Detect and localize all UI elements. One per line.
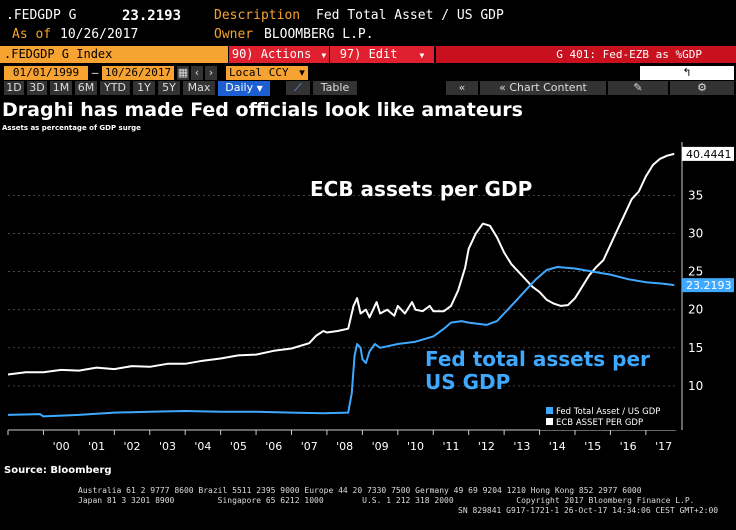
ticker[interactable]: .FEDGDP G xyxy=(6,8,77,23)
line-chart-icon[interactable]: ⟋ xyxy=(286,81,310,95)
period-label: Daily xyxy=(225,81,254,94)
chevron-down-icon[interactable]: ▾ xyxy=(296,66,308,80)
chart-content-label: Chart Content xyxy=(509,81,587,94)
edit-label: 97) Edit xyxy=(339,47,398,61)
footer-line-3: SN 829841 G917-1721-1 26-Oct-17 14:34:06… xyxy=(458,506,719,515)
security-header: .FEDGDP G 23.2193 Description Fed Total … xyxy=(0,0,736,46)
chevron-down-icon: ▼ xyxy=(419,51,425,60)
chevron-right-icon[interactable]: › xyxy=(205,66,217,80)
chevron-down-icon: ▼ xyxy=(321,51,327,60)
range-6m[interactable]: 6M xyxy=(75,81,97,95)
period-select[interactable]: Daily ▼ xyxy=(218,81,270,96)
range-bar: 1D 3D 1M 6M YTD 1Y 5Y Max Daily ▼ ⟋ Tabl… xyxy=(0,81,736,96)
edit-button[interactable]: 97) Edit ▼ xyxy=(330,46,434,63)
range-5y[interactable]: 5Y xyxy=(158,81,180,95)
security-value: 23.2193 xyxy=(122,8,182,24)
chart-content-button[interactable]: « Chart Content xyxy=(480,81,606,95)
fed-annotation-line-1: Fed total assets per xyxy=(425,347,650,371)
legend-swatch-ecb xyxy=(546,418,553,425)
range-3d[interactable]: 3D xyxy=(27,81,47,95)
ecb-last-value-tag xyxy=(682,146,734,161)
source: Source: Bloomberg xyxy=(4,465,112,476)
x-tick-label: '17 xyxy=(655,440,672,453)
range-ytd[interactable]: YTD xyxy=(100,81,130,95)
actions-button[interactable]: 90) Actions ▼ xyxy=(229,46,329,63)
x-tick-label: '05 xyxy=(230,440,247,453)
y-tick-label: 35 xyxy=(688,188,703,202)
x-tick-label: '10 xyxy=(407,440,424,453)
legend-box xyxy=(540,402,680,430)
x-axis: '00 '01 '02 '03 '04 '05 '06 '07 '08 '09 '10 '11 '12 '… xyxy=(7,429,676,453)
fed-last-value-tag xyxy=(682,278,734,293)
x-tick-label: '12 xyxy=(478,440,495,453)
y-tick-label: 20 xyxy=(688,303,703,317)
footer-line-2: Japan 81 3 3201 8900 Singapore 65 6212 1… xyxy=(78,496,695,505)
back-arrow-icon[interactable]: ↰ xyxy=(640,66,734,80)
subheadline: Assets as percentage of GDP surge xyxy=(2,124,141,132)
x-tick-label: '02 xyxy=(124,440,141,453)
footer-line-1: Australia 61 2 9777 8600 Brazil 5511 239… xyxy=(78,486,642,495)
actions-label: 90) Actions xyxy=(231,47,312,61)
x-tick-label: '13 xyxy=(513,440,530,453)
description: Fed Total Asset / US GDP xyxy=(316,8,504,23)
chart-lines xyxy=(7,152,675,418)
legend-label-ecb: ECB ASSET PER GDP xyxy=(556,418,643,428)
x-tick-label: '15 xyxy=(584,440,601,453)
chart-name-bar[interactable]: G 401: Fed-EZB as %GDP xyxy=(436,46,736,63)
pencil-icon[interactable]: ✎ xyxy=(608,81,668,95)
y-tick-label: 25 xyxy=(688,265,703,279)
y-tick-label: 15 xyxy=(688,341,703,355)
ecb-series-line xyxy=(7,152,675,376)
headline: Draghi has made Fed officials look like … xyxy=(2,99,523,121)
x-tick-label: '16 xyxy=(620,440,637,453)
fed-last-value: 23.2193 xyxy=(686,279,732,292)
asof-date: 10/26/2017 xyxy=(60,27,139,42)
chart-name: G 401: Fed-EZB as %GDP xyxy=(556,48,702,61)
x-tick-label: '07 xyxy=(301,440,318,453)
range-max[interactable]: Max xyxy=(183,81,215,95)
description-label: Description xyxy=(214,8,301,23)
range-1y[interactable]: 1Y xyxy=(133,81,155,95)
chart-grid xyxy=(8,194,676,387)
legend-swatch-fed xyxy=(546,407,553,414)
legend-label-fed: Fed Total Asset / US GDP xyxy=(556,407,660,417)
x-tick-label: '14 xyxy=(549,440,566,453)
x-tick-label: '00 xyxy=(53,440,70,453)
chart[interactable]: '00 '01 '02 '03 '04 '05 '06 '07 '08 '09 '10 '11 '12 '… xyxy=(0,134,736,464)
owner-label: Owner xyxy=(214,27,254,42)
owner: BLOOMBERG L.P. xyxy=(264,27,374,42)
range-1d[interactable]: 1D xyxy=(4,81,24,95)
ecb-annotation: ECB assets per GDP xyxy=(310,177,532,201)
calendar-icon[interactable]: ▦ xyxy=(177,66,189,80)
x-tick-label: '11 xyxy=(442,440,459,453)
table-button[interactable]: Table xyxy=(313,81,357,95)
currency-select[interactable]: Local CCY xyxy=(226,66,296,80)
chevron-down-icon: ▼ xyxy=(256,84,263,93)
gear-icon[interactable]: ⚙ xyxy=(670,81,734,95)
ecb-last-value: 40.4441 xyxy=(686,148,732,161)
x-tick-label: '01 xyxy=(88,440,105,453)
fed-annotation-line-2: US GDP xyxy=(425,370,510,394)
x-tick-label: '03 xyxy=(159,440,176,453)
collapse-left-icon[interactable]: « xyxy=(446,81,478,95)
end-date-input[interactable]: 10/26/2017 xyxy=(102,66,174,80)
range-1m[interactable]: 1M xyxy=(50,81,72,95)
x-tick-label: '04 xyxy=(194,440,211,453)
y-tick-label: 30 xyxy=(688,226,703,240)
chevron-left-icon[interactable]: ‹ xyxy=(191,66,203,80)
date-separator-icon: – xyxy=(91,66,99,79)
asof-label: As of xyxy=(12,27,52,42)
index-bar[interactable]: .FEDGDP G Index xyxy=(0,46,228,63)
x-tick-label: '09 xyxy=(372,440,389,453)
index-label: .FEDGDP G Index xyxy=(4,47,113,61)
chart-annotations: 40.4441 23.2193 ECB assets per GDP Fed tota… xyxy=(310,146,734,394)
x-tick-label: '06 xyxy=(265,440,282,453)
start-date-input[interactable]: 01/01/1999 xyxy=(4,66,88,80)
fed-series-line xyxy=(7,266,675,418)
x-tick-label: '08 xyxy=(336,440,353,453)
y-tick-label: 10 xyxy=(688,379,703,393)
double-chevron-icon: « xyxy=(499,81,506,94)
